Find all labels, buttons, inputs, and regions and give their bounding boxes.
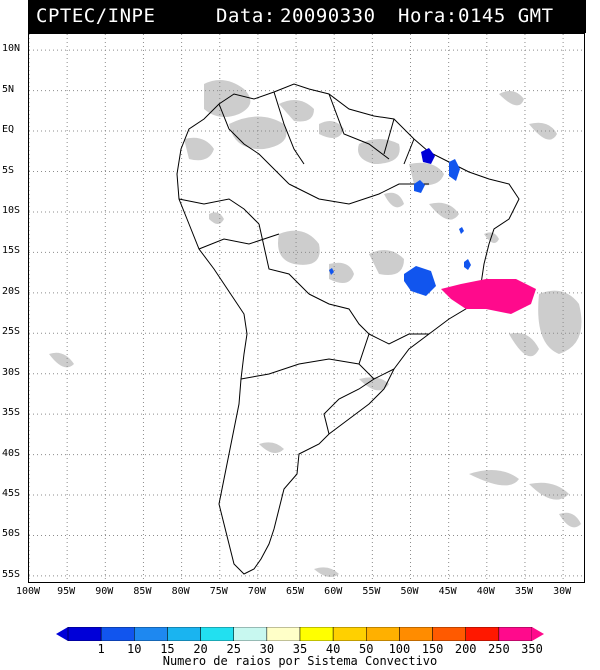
colorbar-tick-label: 25 (226, 642, 241, 656)
lat-label: 10N (2, 43, 21, 55)
colorbar-segment (266, 627, 301, 641)
header-bar: CPTEC/INPE Data: 20090330 Hora: 0145 GMT (28, 0, 586, 33)
colorbar-tick-label: 100 (388, 642, 411, 656)
map-canvas (29, 34, 584, 582)
lat-label: 40S (2, 447, 21, 459)
lat-label: 30S (2, 366, 21, 378)
lat-label: 10S (2, 204, 21, 216)
colorbar-arrow-right (532, 627, 544, 641)
colorbar-tick-label: 1 (97, 642, 105, 656)
time-label: Hora: (398, 5, 458, 27)
lon-label: 100W (15, 586, 41, 597)
source-title: CPTEC/INPE (36, 5, 156, 27)
lat-label: 20S (2, 285, 21, 297)
colorbar-segment (200, 627, 234, 641)
lat-label: 55S (2, 568, 21, 580)
colorbar-segment (233, 627, 268, 641)
lon-label: 55W (362, 586, 381, 597)
lon-label: 75W (209, 586, 228, 597)
colorbar-segment (67, 627, 102, 641)
colorbar-tick-label: 10 (127, 642, 142, 656)
time-value: 0145 GMT (458, 5, 554, 27)
lon-label: 50W (400, 586, 419, 597)
lat-label: 50S (2, 528, 21, 540)
colorbar-tick-label: 40 (325, 642, 341, 656)
lat-label: 5S (2, 164, 15, 176)
colorbar-segment (432, 627, 466, 641)
colorbar-tick-label: 50 (359, 642, 374, 656)
colorbar-segment (465, 627, 500, 641)
colorbar-segment (134, 627, 168, 641)
lon-label: 90W (95, 586, 114, 597)
colorbar-segment (332, 627, 367, 641)
lon-label: 30W (553, 586, 572, 597)
colorbar-tick-label: 15 (160, 642, 175, 656)
lat-label: 5N (2, 83, 15, 95)
lat-label: EQ (2, 124, 15, 136)
colorbar-tick-label: 30 (259, 642, 275, 656)
colorbar (56, 627, 544, 641)
cloud-cover (49, 80, 582, 578)
lon-label: 60W (324, 586, 343, 597)
map-frame (28, 33, 585, 583)
lon-label: 70W (247, 586, 266, 597)
colorbar-segment (100, 627, 135, 641)
colorbar-segment (299, 627, 334, 641)
lon-label: 35W (514, 586, 533, 597)
colorbar-arrow-left (56, 627, 68, 641)
colorbar-segment (498, 627, 533, 641)
colorbar-tick-label: 35 (292, 642, 308, 656)
colorbar-tick-label: 200 (454, 642, 477, 656)
colorbar-tick-label: 350 (521, 642, 543, 656)
lat-label: 35S (2, 407, 21, 419)
colorbar-segment (167, 627, 201, 641)
date-value: 20090330 (280, 5, 376, 27)
colorbar-segment (366, 627, 400, 641)
lon-label: 40W (476, 586, 495, 597)
lon-label: 65W (286, 586, 305, 597)
lon-label: 45W (438, 586, 457, 597)
colorbar-segment (399, 627, 433, 641)
lat-label: 45S (2, 488, 21, 500)
convective-systems (329, 148, 536, 314)
colorbar-tick-label: 150 (421, 642, 444, 656)
colorbar-tick-label: 250 (488, 642, 510, 656)
colorbar-title: Numero de raios por Sistema Convectivo (162, 654, 438, 668)
colorbar-tick-label: 20 (193, 642, 208, 656)
lon-label: 80W (171, 586, 190, 597)
lat-label: 25S (2, 326, 21, 338)
date-label: Data: (216, 5, 276, 27)
lon-label: 95W (57, 586, 76, 597)
lon-label: 85W (133, 586, 152, 597)
lat-label: 15S (2, 245, 21, 257)
coastline (176, 83, 520, 575)
